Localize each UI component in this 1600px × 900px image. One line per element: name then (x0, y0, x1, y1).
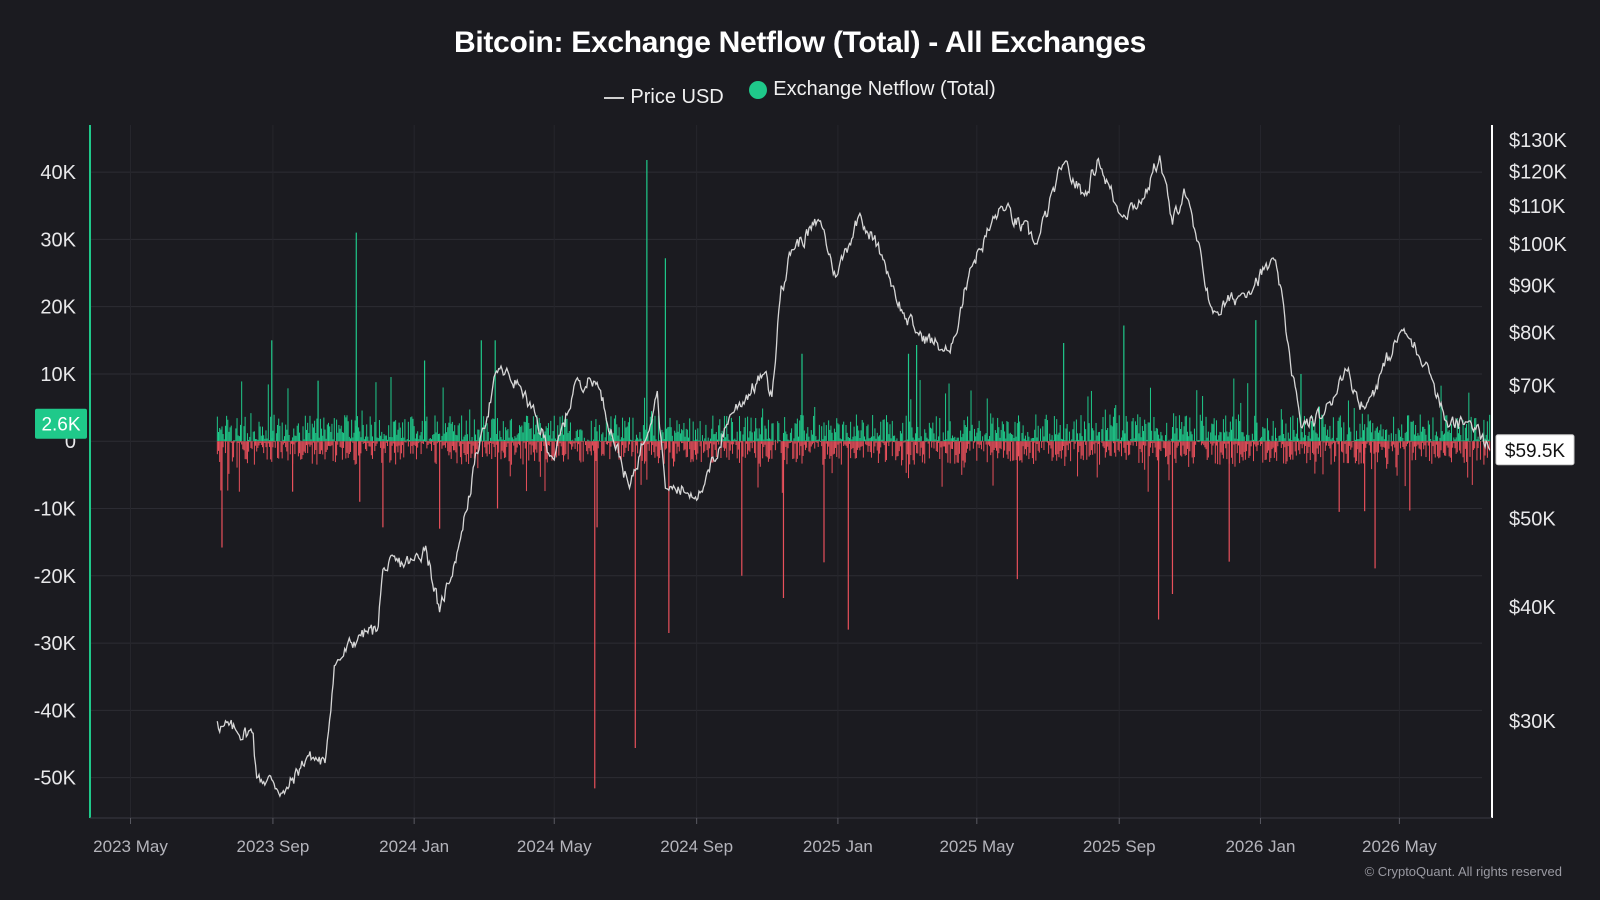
right-tick-label: $130K (1509, 130, 1567, 152)
x-tick-label: 2025 Jan (803, 837, 873, 856)
x-tick-label: 2023 May (93, 837, 168, 856)
left-tick-label: 40K (40, 162, 76, 184)
left-tick-label: -30K (34, 633, 77, 655)
left-tick-label: 0 (65, 431, 76, 453)
x-tick-label: 2024 Sep (660, 837, 733, 856)
legend-item-price[interactable]: Price USD (604, 86, 724, 109)
legend-label-price: Price USD (630, 86, 724, 108)
left-tick-label: -20K (34, 566, 77, 588)
x-tick-label: 2023 Sep (237, 837, 310, 856)
right-tick-label: $90K (1509, 276, 1556, 298)
legend-line-icon (604, 96, 625, 99)
price-line[interactable] (216, 155, 1491, 798)
right-tick-label: $30K (1509, 711, 1556, 733)
left-tick-label: -50K (34, 768, 77, 790)
left-tick-label: 20K (40, 297, 76, 319)
right-tick-label: $70K (1509, 375, 1556, 397)
right-tick-label: $50K (1509, 509, 1556, 531)
current-price-label: $59.5K (1505, 441, 1566, 462)
current-netflow-label: 2.6K (41, 415, 80, 436)
x-tick-label: 2025 Sep (1083, 837, 1156, 856)
x-tick-label: 2024 Jan (379, 837, 449, 856)
current-netflow-badge (35, 408, 87, 439)
chart-title: Bitcoin: Exchange Netflow (Total) - All … (453, 26, 1147, 59)
x-tick-label: 2025 May (939, 837, 1014, 856)
chart-legend: Price USD Exchange Netflow (Total) (0, 78, 1600, 109)
legend-dot-icon (749, 80, 768, 99)
left-tick-label: 30K (40, 229, 76, 251)
right-tick-label: $120K (1509, 162, 1567, 184)
left-tick-label: -10K (34, 499, 77, 521)
legend-label-netflow: Exchange Netflow (Total) (773, 78, 996, 100)
right-tick-label: $40K (1509, 597, 1556, 619)
copyright-notice: © CryptoQuant. All rights reserved (1364, 864, 1562, 879)
x-tick-label: 2026 Jan (1225, 837, 1295, 856)
left-tick-label: 10K (40, 364, 76, 386)
x-tick-label: 2026 May (1362, 837, 1437, 856)
right-tick-label: $100K (1509, 234, 1567, 256)
right-tick-label: $110K (1509, 196, 1566, 218)
legend-item-netflow[interactable]: Exchange Netflow (Total) (749, 78, 996, 101)
right-tick-label: $80K (1509, 322, 1556, 344)
left-tick-label: -40K (34, 700, 77, 722)
current-price-badge (1495, 434, 1575, 466)
x-tick-label: 2024 May (517, 837, 592, 856)
